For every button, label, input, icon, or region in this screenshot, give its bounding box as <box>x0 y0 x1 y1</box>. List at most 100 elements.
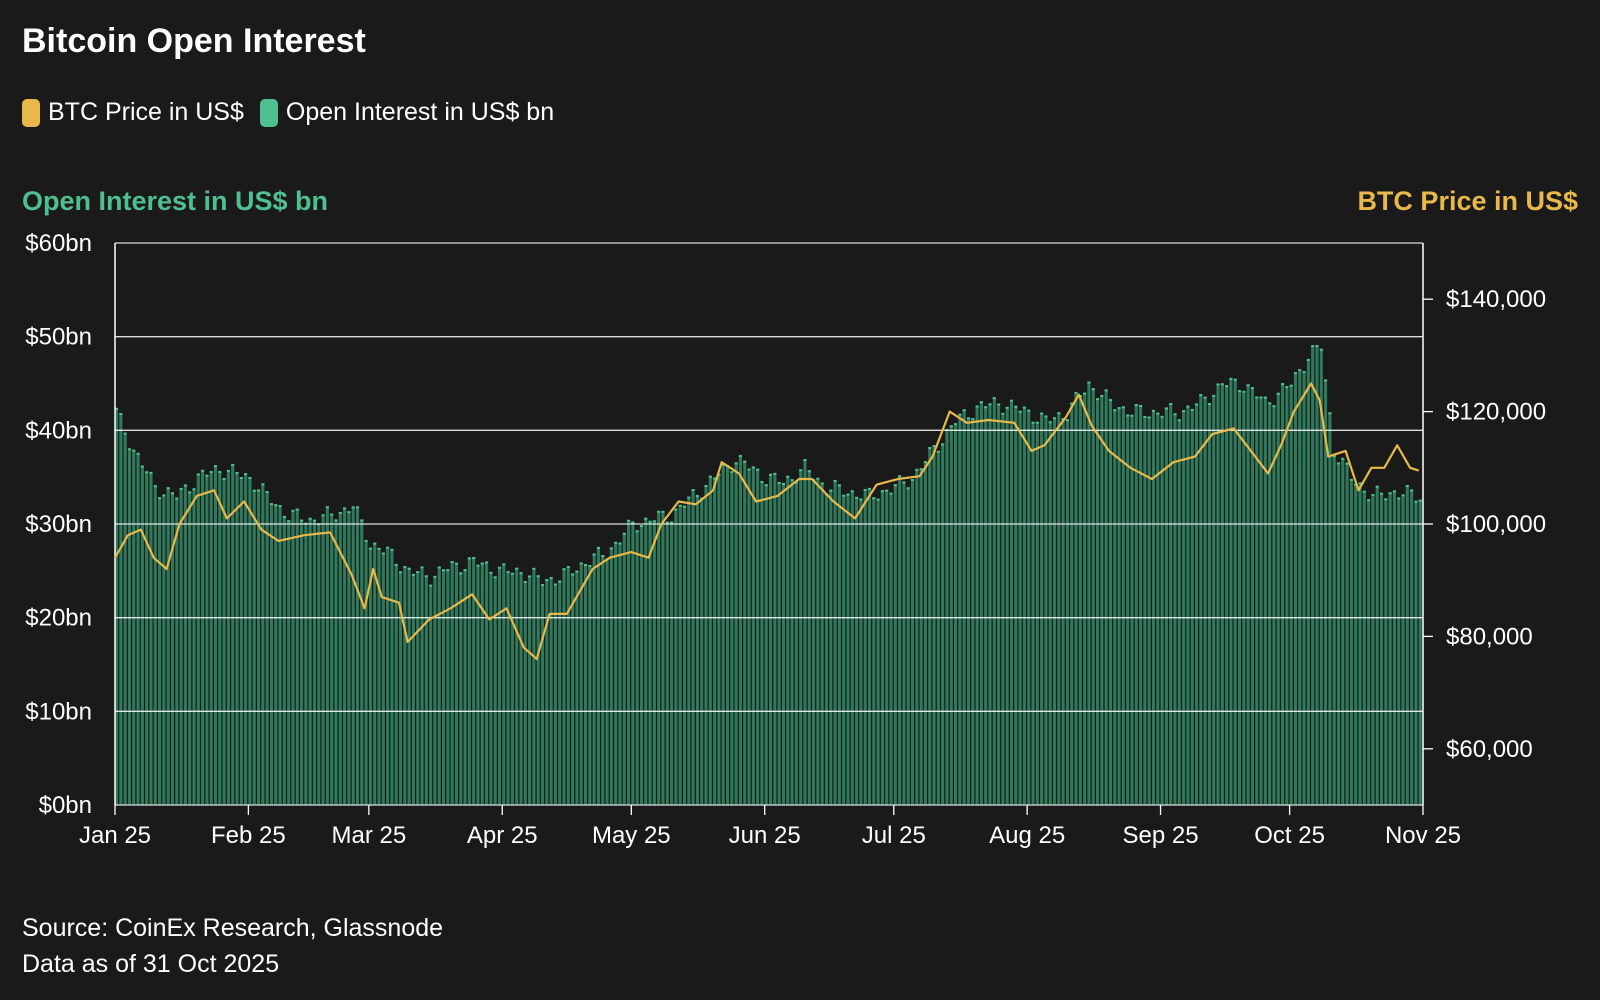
open-interest-bar <box>1242 390 1246 805</box>
open-interest-bar <box>1401 494 1405 805</box>
open-interest-bar <box>454 562 459 805</box>
open-interest-bar-top <box>1281 383 1285 386</box>
open-interest-bar-top <box>1336 462 1341 465</box>
open-interest-bar <box>1358 482 1362 805</box>
open-interest-bar <box>579 562 583 805</box>
open-interest-bar <box>196 473 200 805</box>
open-interest-bar <box>1070 402 1074 805</box>
open-interest-bar <box>1078 395 1082 805</box>
open-interest-bar-top <box>1302 371 1306 374</box>
open-interest-bar-top <box>1083 392 1087 395</box>
open-interest-bar-top <box>158 497 162 500</box>
open-interest-bar <box>476 564 480 805</box>
open-interest-bar-top <box>1392 490 1396 493</box>
open-interest-bar-top <box>1216 383 1220 386</box>
open-interest-bar-top <box>545 578 549 581</box>
left-tick-label: $30bn <box>25 511 92 538</box>
open-interest-bar-top <box>1027 409 1031 412</box>
open-interest-bar-top <box>1233 378 1237 381</box>
open-interest-bar <box>837 484 841 805</box>
open-interest-bar <box>1367 499 1371 805</box>
open-interest-bar-top <box>1108 399 1113 402</box>
open-interest-bar-top <box>398 571 403 574</box>
open-interest-bar <box>1018 410 1022 805</box>
open-interest-bar-top <box>919 468 923 471</box>
open-interest-bar-top <box>962 409 966 412</box>
open-interest-bar <box>807 470 811 805</box>
open-interest-bar <box>502 563 506 805</box>
open-interest-bar-top <box>954 423 958 426</box>
open-interest-bar-top <box>1246 384 1250 387</box>
open-interest-bar-top <box>403 566 407 569</box>
open-interest-bar-top <box>1057 412 1061 415</box>
open-interest-bar-top <box>635 530 639 533</box>
open-interest-bar-top <box>760 481 764 484</box>
open-interest-bar-top <box>936 450 940 453</box>
open-interest-bar <box>153 485 157 805</box>
open-interest-bar <box>1220 383 1224 805</box>
open-interest-bar <box>343 507 347 805</box>
open-interest-bar <box>1341 457 1345 805</box>
open-interest-bar <box>256 489 261 805</box>
open-interest-bar-top <box>278 505 282 508</box>
open-interest-bar <box>936 450 940 805</box>
open-interest-bar <box>1345 462 1349 805</box>
open-interest-bar <box>1410 489 1414 805</box>
open-interest-bar <box>571 573 575 805</box>
open-interest-bar-top <box>532 567 536 570</box>
open-interest-bar-top <box>1349 478 1353 481</box>
open-interest-bar <box>1052 417 1057 805</box>
open-interest-bar-top <box>355 506 360 509</box>
open-interest-bar-top <box>880 490 884 493</box>
open-interest-bar-top <box>764 484 768 487</box>
open-interest-bar-top <box>842 494 846 497</box>
open-interest-bar-top <box>966 417 971 420</box>
open-interest-bar <box>923 461 927 805</box>
open-interest-bar <box>1281 383 1285 805</box>
open-interest-bar <box>300 519 304 805</box>
open-interest-bar-top <box>433 575 437 578</box>
open-interest-bar-top <box>1005 406 1009 409</box>
open-interest-bar <box>820 482 824 805</box>
right-axis-title: BTC Price in US$ <box>1357 186 1578 216</box>
open-interest-bar <box>1388 492 1392 805</box>
open-interest-bar-top <box>291 509 295 512</box>
chart-title: Bitcoin Open Interest <box>22 22 366 60</box>
open-interest-bar-top <box>855 496 859 499</box>
open-interest-bar-top <box>1220 383 1224 386</box>
open-interest-bar <box>1134 404 1138 805</box>
open-interest-bar-top <box>674 508 678 511</box>
open-interest-bar-top <box>566 566 570 569</box>
open-interest-bar-top <box>859 498 863 501</box>
open-interest-bar-top <box>631 521 635 524</box>
open-interest-bar <box>437 566 441 805</box>
open-interest-bar-top <box>192 488 196 491</box>
open-interest-bar <box>1212 394 1216 805</box>
open-interest-bar-top <box>575 570 579 573</box>
open-interest-bar <box>119 413 123 805</box>
open-interest-bar-top <box>738 455 742 458</box>
open-interest-bar-top <box>244 473 248 476</box>
open-interest-bar-top <box>437 566 441 569</box>
open-interest-bar-top <box>325 506 329 509</box>
open-interest-bar <box>497 566 502 805</box>
open-interest-bar-top <box>450 560 454 563</box>
open-interest-bar <box>411 573 415 805</box>
open-interest-bar <box>988 403 992 805</box>
open-interest-bar-top <box>373 542 377 545</box>
open-interest-bar <box>674 508 678 805</box>
open-interest-bar <box>1061 418 1065 805</box>
open-interest-bar-top <box>829 489 833 492</box>
open-interest-bar <box>540 584 545 805</box>
open-interest-bar <box>1272 405 1276 805</box>
open-interest-bar <box>1332 455 1336 805</box>
open-interest-bar-top <box>786 475 790 478</box>
open-interest-bar <box>786 475 790 805</box>
open-interest-bar-top <box>622 532 626 535</box>
left-tick-label: $40bn <box>25 417 92 444</box>
open-interest-bar <box>713 477 717 805</box>
open-interest-bar <box>248 477 252 805</box>
open-interest-bar-top <box>1371 494 1375 497</box>
open-interest-bar <box>506 571 510 805</box>
open-interest-bar-top <box>592 553 596 556</box>
